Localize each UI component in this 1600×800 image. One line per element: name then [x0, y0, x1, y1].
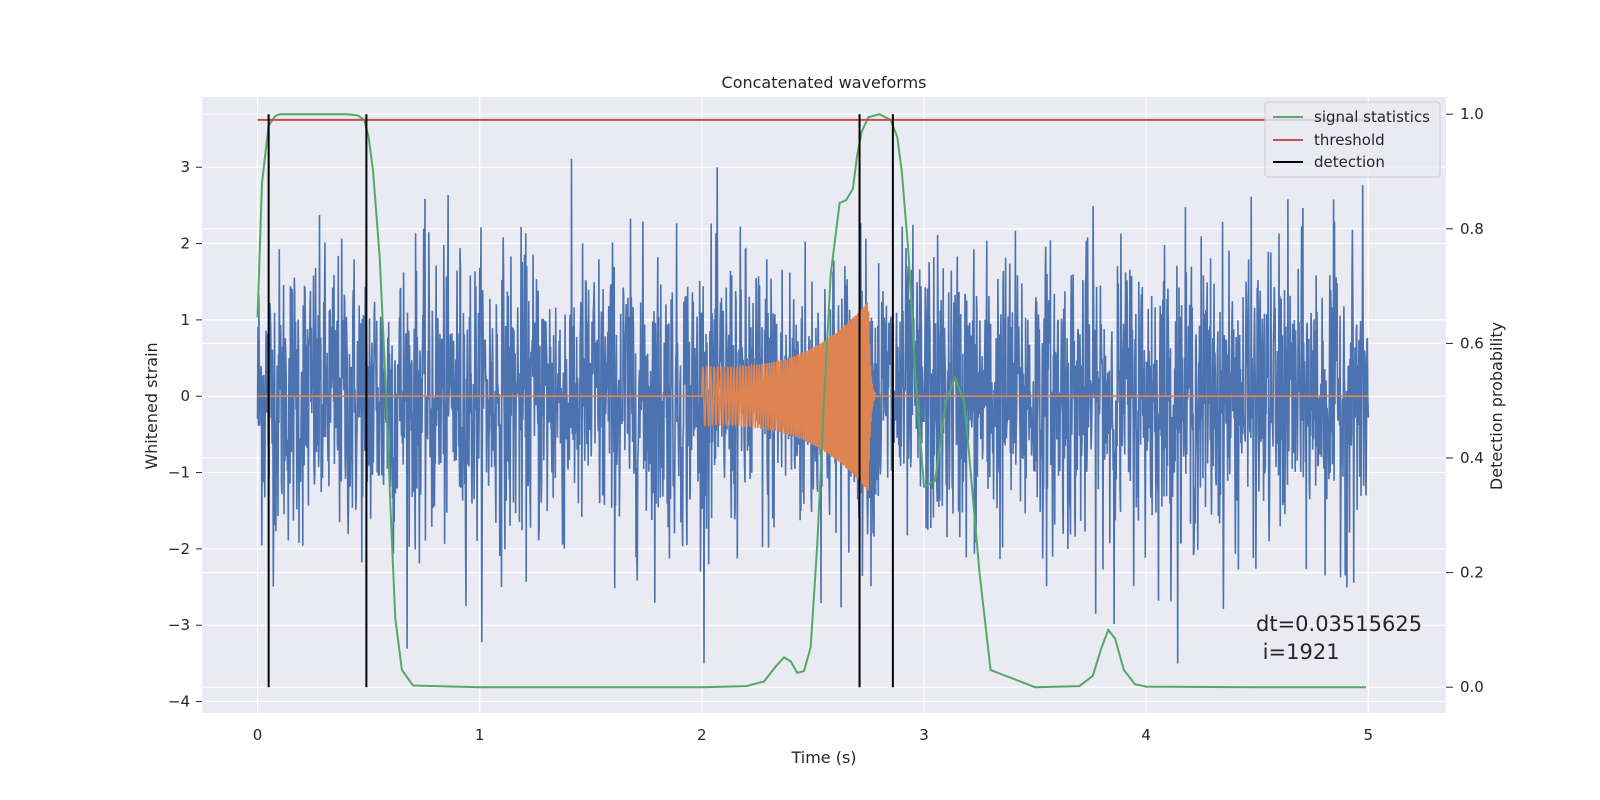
y-axis-ticks: −4 −3 −2 −1 0 1 2 3	[168, 158, 202, 711]
y-axis-label: Whitened strain	[142, 342, 161, 469]
y2-axis-label: Detection probability	[1487, 322, 1506, 490]
y-tick-label: −4	[168, 693, 190, 711]
y2-tick-label: 0.0	[1460, 678, 1484, 696]
legend: signal statistics threshold detection	[1264, 101, 1441, 178]
y-tick-label: −1	[168, 464, 190, 482]
legend-frame	[1264, 101, 1441, 178]
y-tick-label: 3	[180, 158, 190, 176]
y-tick-label: 2	[180, 235, 190, 253]
annotation-dt: dt=0.03515625	[1256, 612, 1422, 636]
x-axis-label: Time (s)	[790, 748, 856, 767]
y-tick-label: 1	[180, 311, 190, 329]
legend-label-signal-statistics: signal statistics	[1314, 108, 1430, 126]
chart-title: Concatenated waveforms	[722, 73, 927, 92]
y2-tick-label: 1.0	[1460, 105, 1484, 123]
x-tick-label: 5	[1363, 726, 1373, 744]
series-chirp	[257, 302, 1369, 491]
legend-label-detection: detection	[1314, 153, 1385, 171]
x-tick-label: 2	[697, 726, 707, 744]
y2-axis-ticks: 0.0 0.2 0.4 0.6 0.8 1.0	[1446, 105, 1484, 696]
y2-tick-label: 0.8	[1460, 220, 1484, 238]
y-tick-label: −3	[168, 616, 190, 634]
legend-label-threshold: threshold	[1314, 131, 1385, 149]
x-tick-label: 4	[1141, 726, 1151, 744]
y2-tick-label: 0.2	[1460, 564, 1484, 582]
x-axis-ticks: 0 1 2 3 4 5	[253, 726, 1373, 744]
chirp-trace	[257, 302, 1369, 491]
y2-tick-label: 0.4	[1460, 449, 1484, 467]
annotation-i: i=1921	[1256, 640, 1340, 664]
y-tick-label: −2	[168, 540, 190, 558]
y-tick-label: 0	[180, 387, 190, 405]
x-tick-label: 3	[919, 726, 929, 744]
y2-tick-label: 0.6	[1460, 334, 1484, 352]
series-detection	[267, 114, 894, 688]
x-tick-label: 1	[475, 726, 485, 744]
x-tick-label: 0	[253, 726, 263, 744]
